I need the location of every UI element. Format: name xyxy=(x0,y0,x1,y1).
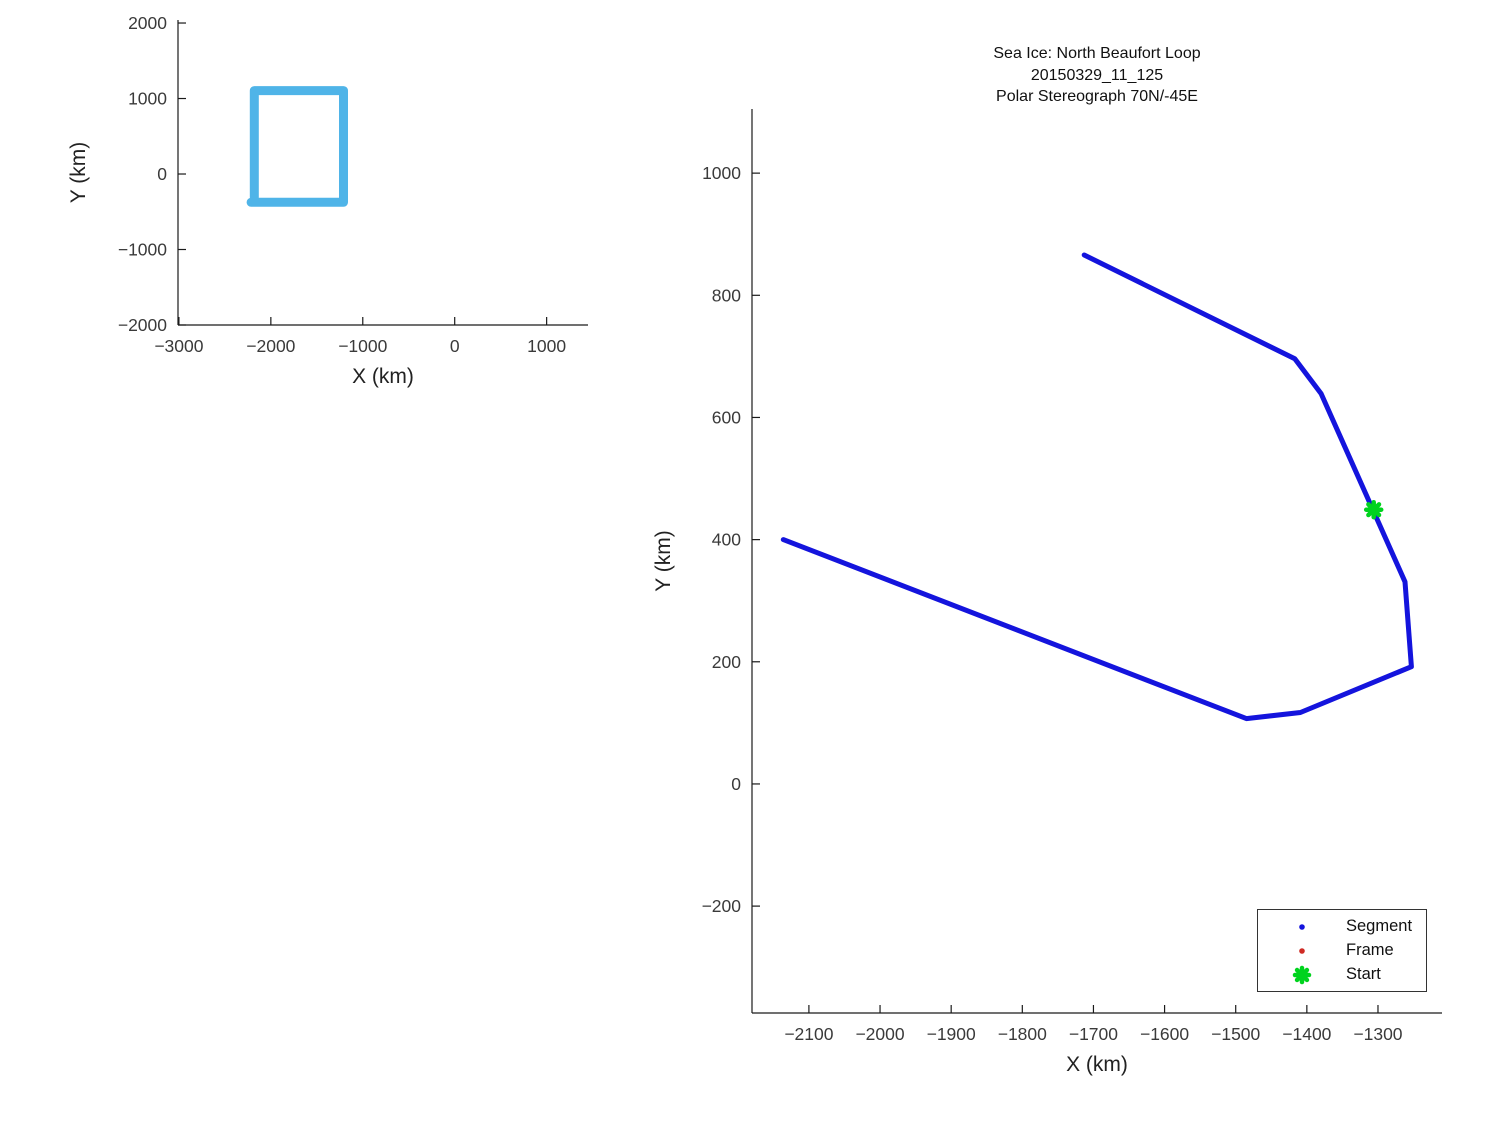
legend: Segment Frame Start xyxy=(1257,909,1427,992)
y-tick-label: −200 xyxy=(702,896,742,916)
frame-legend-dot xyxy=(1299,947,1305,954)
x-tick-label: 0 xyxy=(450,336,460,356)
legend-label-segment: Segment xyxy=(1346,917,1413,935)
y-axis-label: Y (km) xyxy=(652,530,675,591)
x-axis-label: X (km) xyxy=(1066,1053,1128,1076)
x-tick-label: −1000 xyxy=(338,336,387,356)
legend-label-start: Start xyxy=(1346,965,1381,983)
segment-dot-icon xyxy=(1258,916,1346,938)
y-tick-label: 800 xyxy=(712,285,741,305)
x-tick-label: −2100 xyxy=(784,1024,833,1044)
x-tick-label: −1900 xyxy=(927,1024,976,1044)
x-tick-label: −1700 xyxy=(1069,1024,1118,1044)
x-tick-label: −2000 xyxy=(246,336,295,356)
y-axis-label: Y (km) xyxy=(67,142,90,203)
start-marker xyxy=(1363,499,1384,520)
segment-track xyxy=(780,252,1414,722)
x-tick-label: −2000 xyxy=(855,1024,904,1044)
y-tick-label: 400 xyxy=(712,530,741,550)
y-tick-label: 0 xyxy=(157,164,167,184)
y-tick-label: 0 xyxy=(731,774,741,794)
x-tick-label: −1600 xyxy=(1140,1024,1189,1044)
trajectory-main-axes: −2100 −2000 −1900 −1800 −1700 −1600 −1500 −1400… xyxy=(652,109,1442,1076)
start-legend-asterisk xyxy=(1292,965,1312,984)
y-tick-label: 200 xyxy=(712,652,741,672)
legend-item-start: Start xyxy=(1258,963,1426,987)
y-tick-label: 1000 xyxy=(702,163,741,183)
x-tick-label: −1800 xyxy=(998,1024,1047,1044)
legend-item-segment: Segment xyxy=(1258,915,1426,939)
x-tick-label: −1500 xyxy=(1211,1024,1260,1044)
overview-inset-axes: −3000 −2000 −1000 0 1000−2000−1000010002000X… xyxy=(67,13,588,388)
x-tick-label: −3000 xyxy=(154,336,203,356)
y-tick-label: 1000 xyxy=(128,89,167,109)
view-extent-box xyxy=(246,86,348,207)
frame-dot-icon xyxy=(1258,940,1346,962)
y-tick-label: −2000 xyxy=(118,315,167,335)
plot-title: Sea Ice: North Beaufort Loop 20150329_11… xyxy=(897,43,1297,108)
y-tick-label: −1000 xyxy=(118,240,167,260)
legend-label-frame: Frame xyxy=(1346,941,1394,959)
title-line-2: 20150329_11_125 xyxy=(1030,66,1164,84)
x-tick-label: −1300 xyxy=(1353,1024,1402,1044)
x-tick-label: 1000 xyxy=(527,336,566,356)
title-line-3: Polar Stereograph 70N/-45E xyxy=(996,88,1198,105)
segment-legend-dot xyxy=(1299,923,1305,930)
x-tick-label: −1400 xyxy=(1282,1024,1331,1044)
y-tick-label: 600 xyxy=(712,407,741,427)
x-axis-label: X (km) xyxy=(352,365,414,388)
y-tick-label: 2000 xyxy=(128,13,167,33)
legend-item-frame: Frame xyxy=(1258,939,1426,963)
start-asterisk-icon xyxy=(1258,964,1346,986)
title-line-1: Sea Ice: North Beaufort Loop xyxy=(993,45,1201,62)
